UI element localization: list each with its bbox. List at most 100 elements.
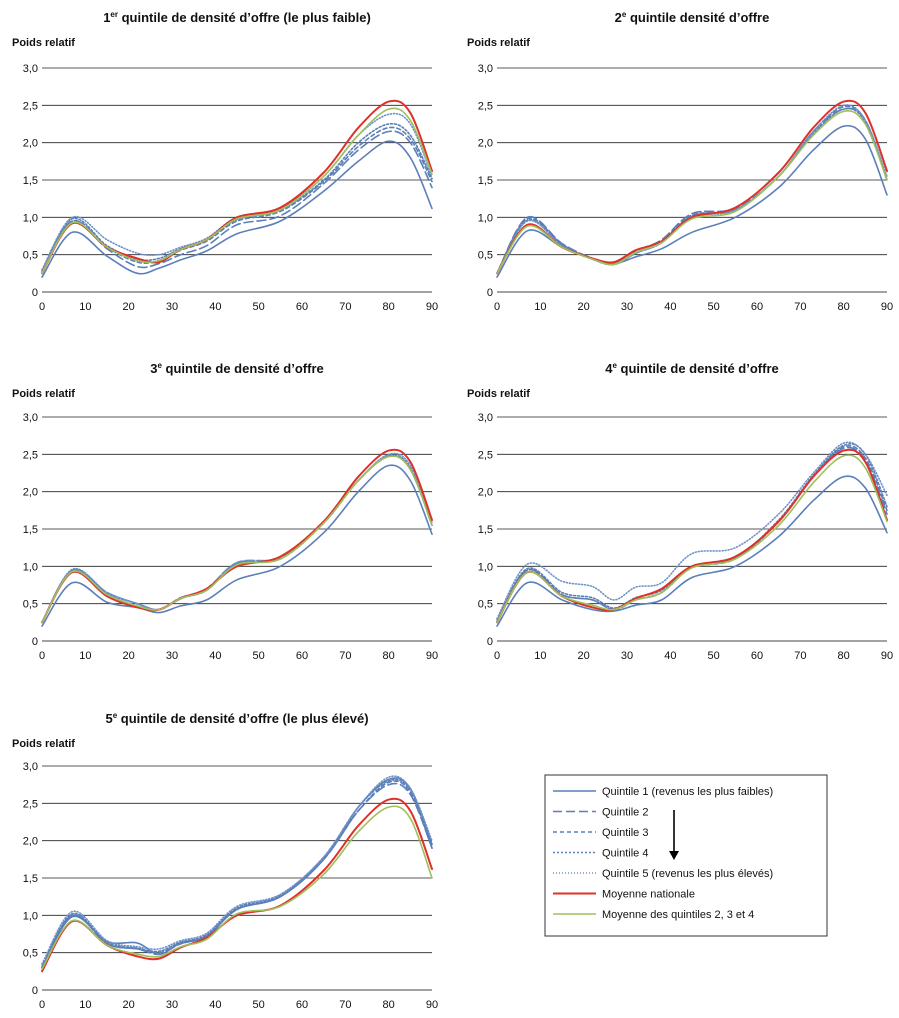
y-tick-label: 3,0 [23,412,38,424]
x-tick-label: 40 [664,650,676,662]
x-tick-label: 30 [166,999,178,1011]
x-tick-label: 50 [253,301,265,313]
series-line-avg [496,110,888,275]
legend-label: Quintile 2 [602,807,648,819]
x-tick-label: 50 [253,999,265,1011]
chart-title: 4e quintile de densité d’offre [605,361,778,376]
x-tick-label: 20 [578,301,590,313]
x-tick-label: 0 [39,301,45,313]
y-tick-label: 0 [487,287,493,299]
x-tick-label: 60 [751,650,763,662]
y-axis-label: Poids relatif [467,388,530,400]
x-tick-label: 90 [881,650,893,662]
x-tick-label: 90 [426,999,438,1011]
y-tick-label: 2,0 [478,138,493,150]
y-tick-label: 2,5 [478,100,493,112]
y-tick-label: 0 [487,636,493,648]
x-tick-label: 70 [794,301,806,313]
x-tick-label: 30 [621,301,633,313]
legend-label: Quintile 4 [602,848,648,860]
y-axis-label: Poids relatif [12,738,75,750]
x-tick-label: 10 [79,650,91,662]
legend-label: Quintile 3 [602,827,648,839]
x-tick-label: 0 [494,650,500,662]
series-line-q5 [496,104,888,275]
y-tick-label: 0,5 [23,250,38,262]
series-line-avg [41,805,433,970]
x-tick-label: 10 [79,301,91,313]
x-tick-label: 20 [123,999,135,1011]
y-tick-label: 1,5 [23,175,38,187]
series-line-q1 [496,475,888,627]
x-tick-label: 80 [838,301,850,313]
x-tick-label: 0 [39,999,45,1011]
x-tick-label: 20 [123,301,135,313]
legend-label: Moyenne des quintiles 2, 3 et 4 [602,909,754,921]
x-tick-label: 50 [708,301,720,313]
chart-title: 3e quintile de densité d’offre [150,361,323,376]
series-line-q3 [496,105,888,275]
series-line-q5 [41,112,433,271]
x-tick-label: 0 [39,650,45,662]
y-tick-label: 2,0 [23,836,38,848]
x-tick-label: 70 [339,650,351,662]
series-line-q5 [41,452,433,624]
y-tick-label: 2,0 [478,487,493,499]
series-line-q2 [496,107,888,275]
y-tick-label: 2,5 [23,798,38,810]
y-tick-label: 3,0 [23,63,38,75]
series-line-avg [41,455,433,624]
series-line-q2 [41,454,433,624]
legend-label: Quintile 1 (revenus les plus faibles) [602,786,773,798]
x-tick-label: 10 [534,301,546,313]
chart-title: 5e quintile de densité d’offre (le plus … [105,711,368,726]
y-axis-label: Poids relatif [12,37,75,49]
series-line-nat [496,99,888,275]
x-tick-label: 20 [578,650,590,662]
series-line-q3 [41,780,433,969]
series-line-q3 [496,445,888,624]
y-tick-label: 0,5 [23,599,38,611]
y-tick-label: 3,0 [478,412,493,424]
series-line-q4 [41,454,433,624]
x-tick-label: 70 [339,301,351,313]
x-tick-label: 50 [253,650,265,662]
x-tick-label: 60 [751,301,763,313]
series-line-q4 [41,778,433,967]
chart-panel-1: 1er quintile de densité d’offre (le plus… [12,10,438,313]
x-tick-label: 80 [838,650,850,662]
y-tick-label: 2,5 [23,100,38,112]
chart-title: 1er quintile de densité d’offre (le plus… [103,10,371,25]
x-tick-label: 80 [383,301,395,313]
x-tick-label: 70 [339,999,351,1011]
y-tick-label: 0,5 [23,948,38,960]
series-line-q5 [496,441,888,620]
y-axis-label: Poids relatif [467,37,530,49]
x-tick-label: 10 [79,999,91,1011]
x-tick-label: 30 [166,301,178,313]
series-line-avg [496,454,888,624]
legend-label: Quintile 5 (revenus les plus élevés) [602,868,773,880]
series-line-q4 [496,107,888,275]
x-tick-label: 40 [664,301,676,313]
x-tick-label: 50 [708,650,720,662]
x-tick-label: 0 [494,301,500,313]
y-axis-label: Poids relatif [12,388,75,400]
series-line-q4 [496,443,888,621]
x-tick-label: 70 [794,650,806,662]
chart-panel-4: 4e quintile de densité d’offre Poids rela… [467,361,893,662]
series-line-q2 [41,130,433,275]
x-tick-label: 10 [534,650,546,662]
y-tick-label: 1,0 [23,212,38,224]
y-tick-label: 1,5 [478,524,493,536]
chart-panel-5: 5e quintile de densité d’offre (le plus … [12,711,438,1011]
x-tick-label: 90 [426,301,438,313]
y-tick-label: 2,5 [23,449,38,461]
x-tick-label: 80 [383,650,395,662]
x-tick-label: 90 [426,650,438,662]
series-line-q1 [41,464,433,627]
y-tick-label: 2,5 [478,449,493,461]
x-tick-label: 30 [621,650,633,662]
x-tick-label: 80 [383,999,395,1011]
